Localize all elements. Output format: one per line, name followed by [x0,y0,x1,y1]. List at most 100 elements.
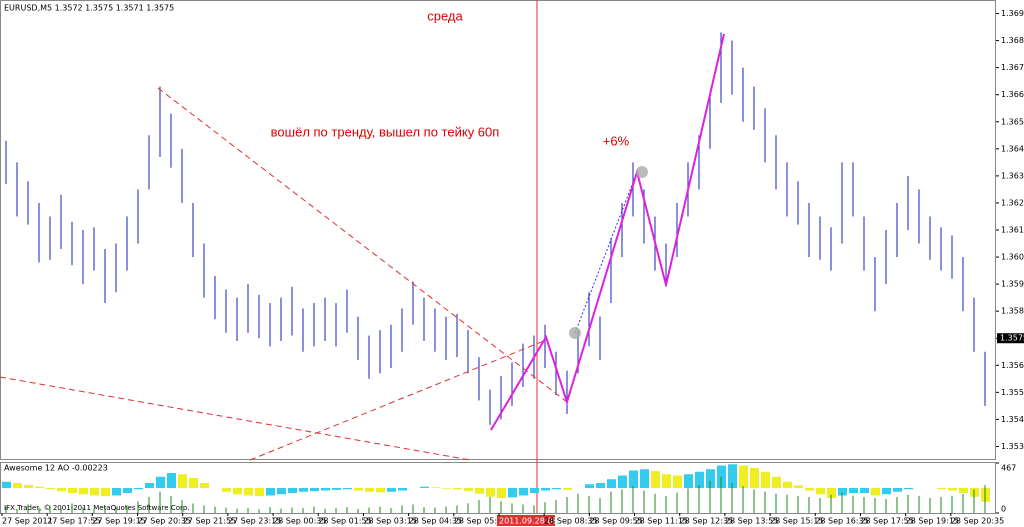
x-tick-label: 28 Sep 04:35 [409,517,462,526]
ao-bar [354,488,363,491]
ao-bar [321,488,330,491]
current-price-box [997,333,1024,344]
ao-bar [849,488,858,493]
ao-bar [134,488,143,490]
ao-bar [497,488,506,498]
y-tick-label: 1.3595 [1001,280,1024,289]
ao-bar [145,483,154,488]
annotation: +6% [603,133,630,148]
ao-bar [596,483,605,488]
ao-bar [101,488,110,497]
annotation: среда [427,8,463,23]
x-tick-label: 28 Sep 17:55 [860,517,913,526]
ao-bar [772,476,781,488]
x-tick-label: 28 Sep 12:35 [680,517,733,526]
zigzag [490,33,725,431]
ao-bar [607,479,616,488]
ao-bar [376,488,385,493]
y-tick-label: 1.3585 [1001,307,1024,316]
y-tick-label: 1.3685 [1001,36,1024,45]
main-pane [0,0,996,460]
ao-bar [453,488,462,490]
watermark: IFX Trader, © 2001-2011 MetaQuotes Softw… [4,504,190,512]
ao-bar [585,484,594,488]
ao-bar [24,484,33,488]
ao-bar [112,488,121,496]
ao-bar [46,488,55,490]
x-tick-label: 27 Sep 21:55 [183,517,236,526]
ao-bar [277,488,286,495]
ao-bar [387,488,396,492]
x-tick-label: 28 Sep 08:35 [544,517,597,526]
ao-bar [486,488,495,497]
ao-bar [948,488,957,491]
ao-bar [794,485,803,488]
x-tick-label: 28 Sep 03:15 [363,517,416,526]
marker [569,327,581,339]
x-tick-label: 27 Sep 17:55 [47,517,100,526]
y-tick-label: 1.3665 [1001,90,1024,99]
ao-bar [123,488,132,493]
ao-bar [343,488,352,490]
volume-tick-label: 0 [1001,505,1006,514]
ao-bar [266,488,275,496]
ao-bar [904,488,913,490]
ao-bar [750,468,759,488]
ao-bar [684,474,693,488]
x-tick-label: 28 Sep 01:55 [318,517,371,526]
ao-bar [222,488,231,492]
ao-bar [728,464,737,488]
ao-bar [90,488,99,496]
x-tick-label: 28 Sep 16:35 [815,517,868,526]
ao-bar [882,488,891,495]
ao-bar [255,488,264,497]
ao-bar [508,488,517,498]
ao-bar [57,488,66,492]
ao-bar [805,488,814,491]
ao-bar [530,488,539,493]
current-price-label: 1.3575 [1000,334,1024,343]
ao-bar [442,488,451,489]
ao-bar [706,469,715,488]
volume-tick-label: 467 [1001,464,1016,473]
y-tick-label: 1.3655 [1001,117,1024,126]
ao-bar [761,471,770,488]
x-tick-label: 27 Sep 20:35 [138,517,191,526]
x-tick-label: 28 Sep 15:15 [770,517,823,526]
ao-bar [431,487,440,488]
ao-bar [739,465,748,488]
ao-bar [68,488,77,493]
header: EURUSD,M5 1.3572 1.3575 1.3571 1.3575 [4,4,174,13]
ao-bar [673,475,682,488]
y-tick-label: 1.3675 [1001,63,1024,72]
x-tick-label: 2011.09.28 08:00 [499,517,570,526]
ao-bar [464,488,473,492]
trend-line [157,87,568,403]
y-tick-label: 1.3535 [1001,442,1024,451]
ao-bar [860,488,869,493]
drawings [0,0,725,513]
ao-bar [156,476,165,488]
ao-bar [420,486,429,488]
x-tick-label: 27 Sep 23:15 [228,517,281,526]
y-tick-label: 1.3605 [1001,253,1024,262]
x-tick-label: 28 Sep 00:35 [273,517,326,526]
x-tick-label: 28 Sep 09:55 [589,517,642,526]
ao-bar [79,488,88,495]
x-tick-label: 28 Sep 20:35 [951,517,1004,526]
marker [636,166,648,178]
ao-bar [783,481,792,488]
ao-bar [937,488,946,490]
ao-bar [398,488,407,491]
y-tick-label: 1.3695 [1001,9,1024,18]
ao-bar [563,488,572,490]
x-tick-label: 28 Sep 13:55 [725,517,778,526]
indicator-label: Awesome 12 AO -0.00223 [4,464,108,473]
x-tick-label: 28 Sep 11:15 [635,517,688,526]
ao-bar [640,469,649,488]
ao-bar [651,471,660,488]
ao-bar [816,488,825,495]
ao-bar [519,488,528,496]
ao-bar [35,486,44,488]
ao-bar [244,488,253,496]
